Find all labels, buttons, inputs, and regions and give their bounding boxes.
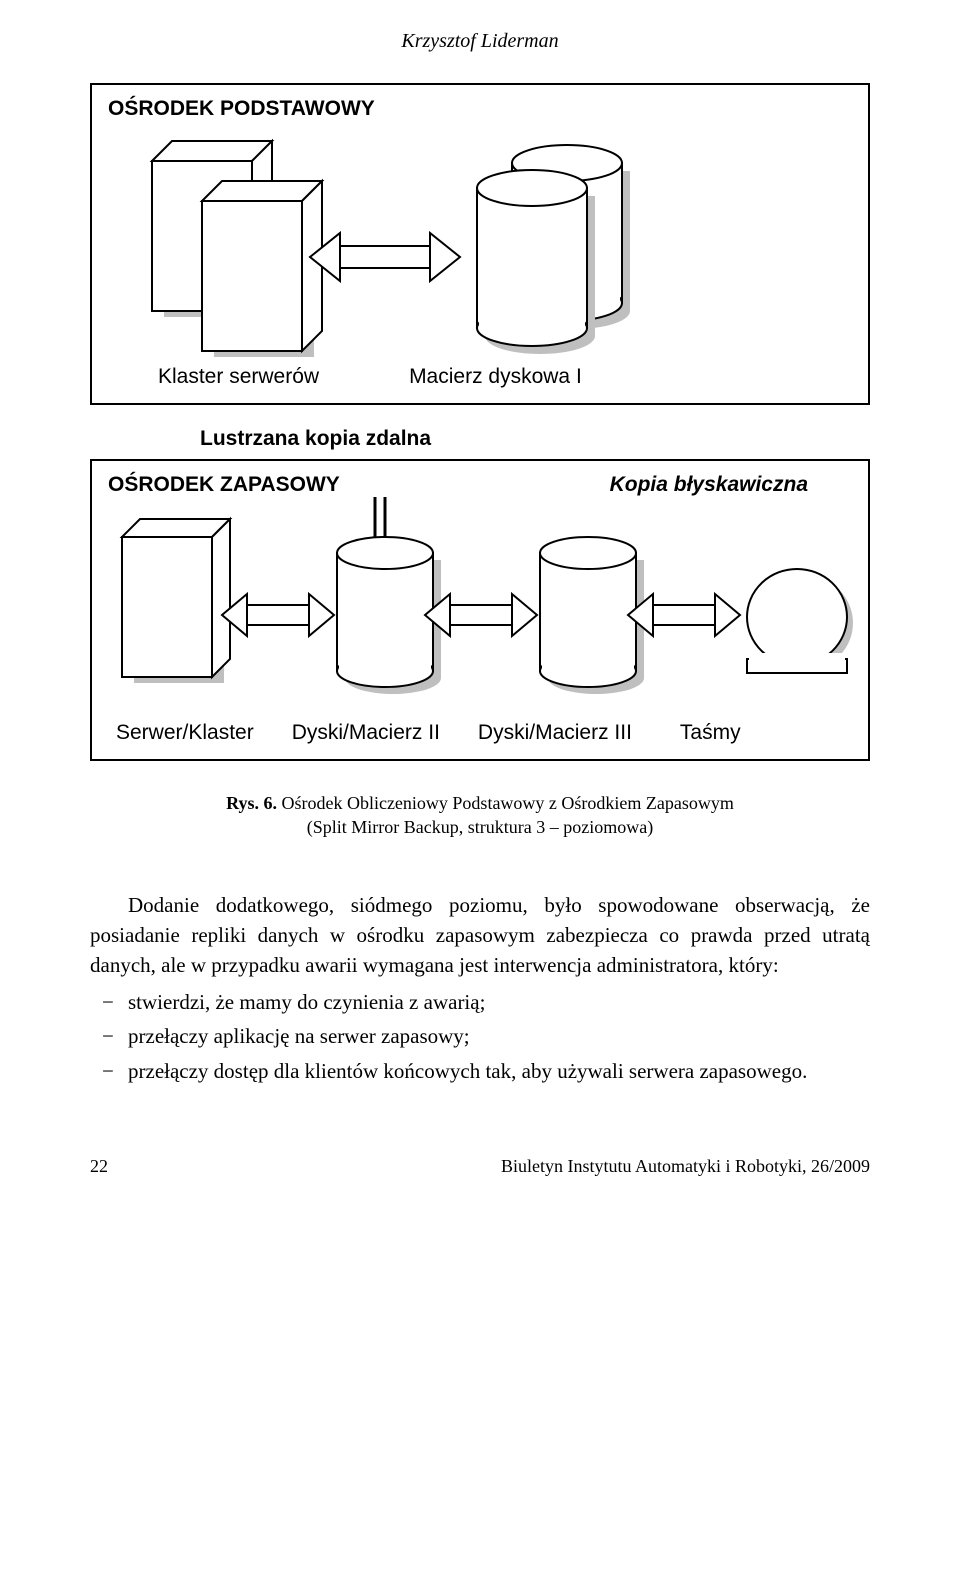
primary-title: OŚRODEK PODSTAWOWY bbox=[92, 85, 868, 121]
bullet-list: stwierdzi, że mamy do czynienia z awarią… bbox=[90, 987, 870, 1086]
backup-diagram bbox=[92, 497, 868, 717]
list-item: przełączy dostęp dla klientów końcowych … bbox=[90, 1056, 870, 1086]
arrow-server-array2 bbox=[222, 594, 334, 636]
list-item: przełączy aplikację na serwer zapasowy; bbox=[90, 1021, 870, 1051]
arrow-array3-tapes bbox=[628, 594, 740, 636]
tape-icon bbox=[747, 569, 853, 673]
primary-cluster-label: Klaster serwerów bbox=[158, 365, 319, 389]
author-header: Krzysztof Liderman bbox=[90, 30, 870, 53]
body-paragraph: Dodanie dodatkowego, siódmego poziomu, b… bbox=[90, 890, 870, 1087]
primary-array-label: Macierz dyskowa I bbox=[409, 365, 582, 389]
figure-number: Rys. 6. bbox=[226, 793, 277, 813]
backup-title: OŚRODEK ZAPASOWY bbox=[92, 461, 356, 497]
backup-array3-label: Dyski/Macierz III bbox=[478, 721, 632, 745]
page-footer: 22 Biuletyn Instytutu Automatyki i Robot… bbox=[90, 1156, 870, 1177]
list-item: stwierdzi, że mamy do czynienia z awarią… bbox=[90, 987, 870, 1017]
paragraph-text: Dodanie dodatkowego, siódmego poziomu, b… bbox=[90, 890, 870, 981]
arrow-cluster-to-array bbox=[310, 233, 460, 281]
primary-center-box: OŚRODEK PODSTAWOWY bbox=[90, 83, 870, 405]
snapshot-label: Kopia błyskawiczna bbox=[610, 461, 868, 497]
backup-array2-label: Dyski/Macierz II bbox=[292, 721, 440, 745]
backup-server-icon bbox=[122, 519, 230, 683]
backup-center-box: OŚRODEK ZAPASOWY Kopia błyskawiczna bbox=[90, 459, 870, 761]
server-cluster-icon bbox=[152, 141, 322, 357]
primary-diagram bbox=[92, 121, 868, 361]
figure-caption-line2: (Split Mirror Backup, struktura 3 – pozi… bbox=[307, 817, 653, 837]
figure-caption-line1: Ośrodek Obliczeniowy Podstawowy z Ośrodk… bbox=[281, 793, 733, 813]
figure-caption: Rys. 6. Ośrodek Obliczeniowy Podstawowy … bbox=[90, 791, 870, 840]
arrow-array2-array3 bbox=[425, 594, 537, 636]
disk-array-1-icon bbox=[477, 145, 630, 354]
page-number: 22 bbox=[90, 1156, 108, 1177]
backup-tapes-label: Taśmy bbox=[680, 721, 741, 745]
backup-server-label: Serwer/Klaster bbox=[116, 721, 254, 745]
journal-ref: Biuletyn Instytutu Automatyki i Robotyki… bbox=[501, 1156, 870, 1177]
remote-mirror-label: Lustrzana kopia zdalna bbox=[90, 419, 870, 459]
